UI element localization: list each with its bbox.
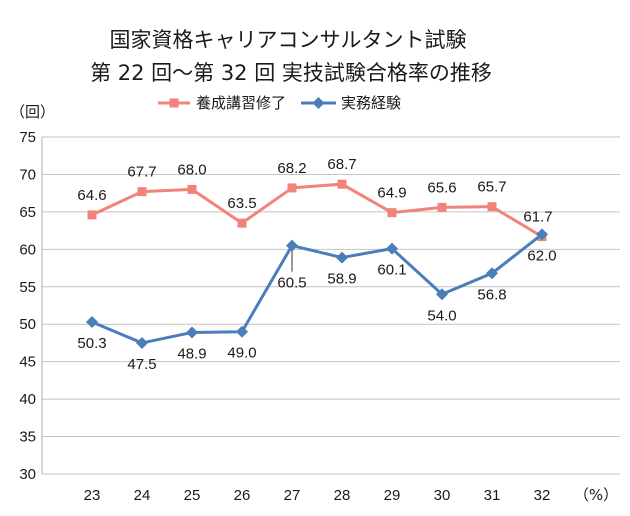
y-tick-label: 60 <box>19 241 36 258</box>
data-labels: 64.6 67.7 68.0 63.5 68.2 68.7 64.9 65.6 65.7 61.7… <box>77 156 556 373</box>
data-label: 49.0 <box>227 345 256 362</box>
x-tick-label: 30 <box>434 487 451 504</box>
y-tick-label: 75 <box>19 129 36 146</box>
series-line-2 <box>90 232 544 345</box>
x-tick-label: 26 <box>234 487 251 504</box>
data-point-square-marker <box>237 218 247 228</box>
data-point-diamond-marker <box>136 336 148 349</box>
chart-title-line-2: 第 22 回～第 32 回 実技試験合格率の推移 <box>90 61 492 85</box>
data-point-square-marker <box>387 208 397 218</box>
data-label: 54.0 <box>427 307 456 324</box>
y-tick-label: 45 <box>19 354 36 371</box>
y-tick-label: 70 <box>19 166 36 183</box>
legend-square-marker-icon <box>169 98 179 108</box>
data-point-diamond-marker <box>486 267 498 280</box>
data-point-diamond-marker <box>386 242 398 255</box>
data-point-square-marker <box>87 210 97 220</box>
legend-label: 養成講習修了 <box>196 94 286 112</box>
data-point-diamond-marker <box>186 326 198 339</box>
legend-item-series-1: 養成講習修了 <box>158 94 286 112</box>
series-layer <box>86 179 548 349</box>
data-label: 64.9 <box>377 185 406 202</box>
data-point-diamond-marker <box>286 239 298 252</box>
data-point-square-marker <box>137 187 147 197</box>
x-axis-tick-labels: 23 24 25 26 27 28 29 30 31 32 <box>84 487 551 504</box>
x-tick-label: 28 <box>334 487 351 504</box>
y-axis-tick-labels: 75 70 65 60 55 50 45 40 35 30 <box>19 129 36 483</box>
y-tick-label: 55 <box>19 279 36 296</box>
data-point-square-marker <box>187 184 197 194</box>
x-tick-label: 27 <box>284 487 301 504</box>
legend-item-series-2: 実務経験 <box>301 94 401 112</box>
series-line-1 <box>90 182 544 239</box>
data-label: 47.5 <box>127 356 156 373</box>
data-point-diamond-marker <box>236 325 248 338</box>
legend-diamond-marker-icon <box>312 97 325 109</box>
x-tick-label: 25 <box>184 487 201 504</box>
y-tick-label: 30 <box>19 466 36 483</box>
x-tick-label: 29 <box>384 487 401 504</box>
data-point-square-marker <box>287 183 297 193</box>
chart-title-line-1: 国家資格キャリアコンサルタント試験 <box>110 28 467 52</box>
chart-title: 国家資格キャリアコンサルタント試験 第 22 回～第 32 回 実技試験合格率の… <box>90 28 492 85</box>
data-label: 65.7 <box>477 179 506 196</box>
data-label: 67.7 <box>127 164 156 181</box>
y-tick-label: 50 <box>19 316 36 333</box>
x-tick-label: 23 <box>84 487 101 504</box>
y-tick-label: 35 <box>19 429 36 446</box>
y-tick-label: 40 <box>19 391 36 408</box>
data-label: 56.8 <box>477 286 506 303</box>
data-label: 65.6 <box>427 179 456 196</box>
data-point-square-marker <box>437 202 447 212</box>
data-point-diamond-marker <box>86 315 98 328</box>
data-point-diamond-marker <box>536 228 548 241</box>
legend-label: 実務経験 <box>341 94 401 112</box>
data-label: 60.1 <box>377 262 406 279</box>
data-point-square-marker <box>337 179 347 189</box>
x-tick-label: 24 <box>134 487 151 504</box>
y-tick-label: 65 <box>19 204 36 221</box>
data-label: 61.7 <box>523 209 552 226</box>
data-label: 62.0 <box>527 247 556 264</box>
data-point-diamond-marker <box>336 251 348 264</box>
data-point-diamond-marker <box>436 288 448 301</box>
x-axis-unit-label: （%） <box>574 486 618 504</box>
data-label: 68.0 <box>177 161 206 178</box>
x-tick-label: 31 <box>484 487 501 504</box>
data-label: 58.9 <box>327 271 356 288</box>
data-label: 68.7 <box>327 156 356 173</box>
gridlines <box>42 136 620 475</box>
data-label: 63.5 <box>227 195 256 212</box>
legend: 養成講習修了 実務経験 <box>158 94 401 112</box>
data-point-square-marker <box>487 202 497 212</box>
data-label: 64.6 <box>77 187 106 204</box>
x-tick-label: 32 <box>534 487 551 504</box>
data-label: 48.9 <box>177 345 206 362</box>
y-axis-unit-label: （回） <box>10 103 55 121</box>
data-label: 50.3 <box>77 335 106 352</box>
data-label: 68.2 <box>277 160 306 177</box>
data-label: 60.5 <box>277 275 306 292</box>
